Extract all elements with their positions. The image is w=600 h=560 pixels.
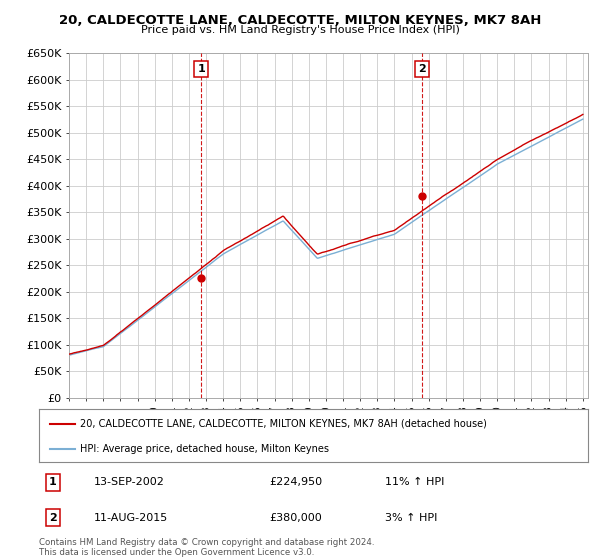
Text: 11% ↑ HPI: 11% ↑ HPI [385, 478, 444, 487]
Text: Contains HM Land Registry data © Crown copyright and database right 2024.
This d: Contains HM Land Registry data © Crown c… [39, 538, 374, 557]
Text: HPI: Average price, detached house, Milton Keynes: HPI: Average price, detached house, Milt… [80, 444, 329, 454]
Text: 2: 2 [49, 512, 56, 522]
Text: 2: 2 [418, 64, 426, 74]
Text: 1: 1 [49, 478, 56, 487]
Text: 20, CALDECOTTE LANE, CALDECOTTE, MILTON KEYNES, MK7 8AH: 20, CALDECOTTE LANE, CALDECOTTE, MILTON … [59, 14, 541, 27]
Text: 1: 1 [197, 64, 205, 74]
Text: 3% ↑ HPI: 3% ↑ HPI [385, 512, 437, 522]
Text: £224,950: £224,950 [269, 478, 323, 487]
Text: 20, CALDECOTTE LANE, CALDECOTTE, MILTON KEYNES, MK7 8AH (detached house): 20, CALDECOTTE LANE, CALDECOTTE, MILTON … [80, 419, 487, 429]
Text: 13-SEP-2002: 13-SEP-2002 [94, 478, 165, 487]
Text: Price paid vs. HM Land Registry's House Price Index (HPI): Price paid vs. HM Land Registry's House … [140, 25, 460, 35]
Text: £380,000: £380,000 [269, 512, 322, 522]
Text: 11-AUG-2015: 11-AUG-2015 [94, 512, 168, 522]
